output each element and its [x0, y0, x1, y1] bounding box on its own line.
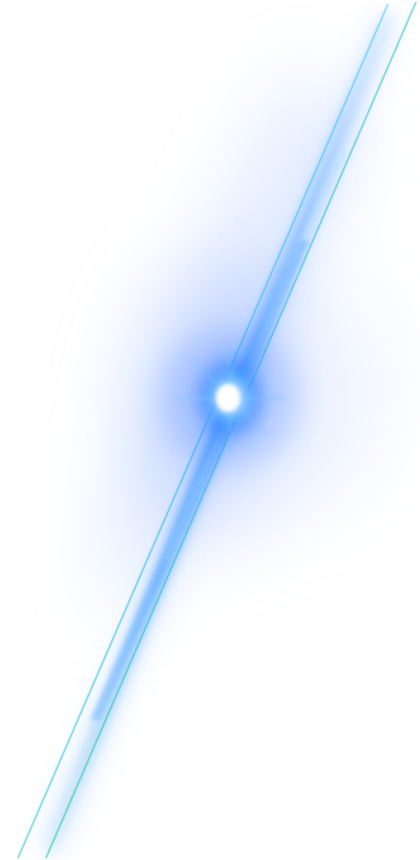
lens-flare — [160, 328, 300, 468]
